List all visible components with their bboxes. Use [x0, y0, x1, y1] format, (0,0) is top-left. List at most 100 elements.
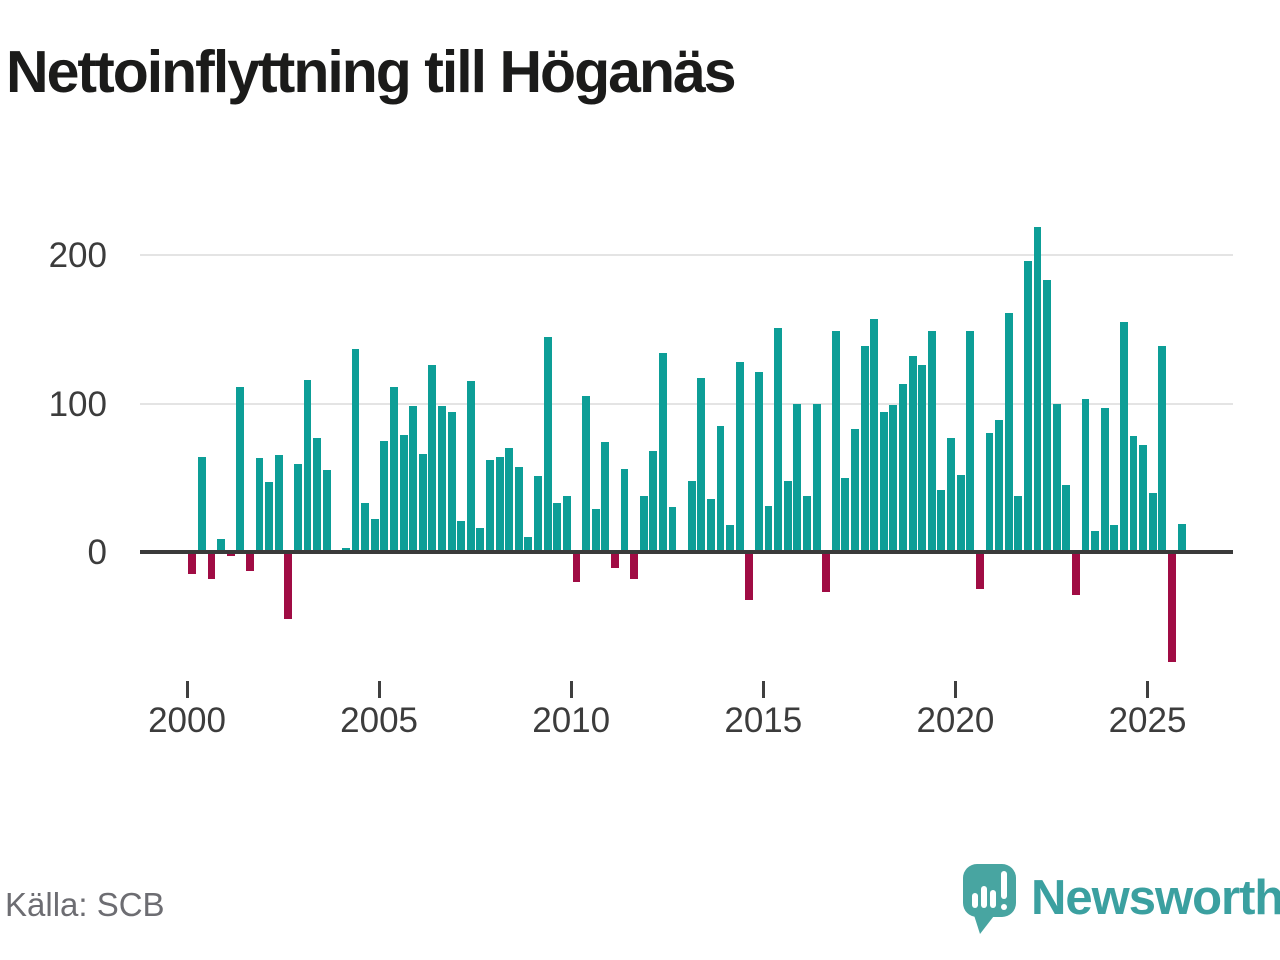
bar-quarter-93 — [1081, 399, 1090, 552]
logo-exclamation-icon — [1001, 871, 1007, 899]
bar-quarter-0 — [188, 552, 197, 575]
bar-quarter-34 — [514, 467, 523, 552]
logo-exclamation-dot-icon — [1001, 904, 1007, 910]
bar-quarter-74 — [899, 384, 907, 552]
bar-quarter-27 — [447, 412, 456, 552]
bar-quarter-49 — [658, 353, 667, 552]
bar-quarter-84 — [995, 419, 1003, 552]
bar-quarter-82 — [975, 552, 984, 590]
x-axis-tick — [569, 681, 573, 698]
bar-quarter-11 — [293, 464, 302, 552]
bar-quarter-69 — [851, 428, 859, 552]
logo-bubble-tail — [973, 912, 997, 934]
bar-quarter-83 — [985, 433, 994, 552]
y-axis-label: 100 — [48, 384, 107, 424]
bar-quarter-55 — [716, 425, 725, 552]
bar-quarter-44 — [610, 552, 619, 569]
bar-quarter-39 — [562, 495, 571, 552]
bar-quarter-13 — [313, 437, 322, 552]
bar-quarter-40 — [572, 552, 581, 582]
bar-quarter-72 — [879, 412, 888, 552]
bar-quarter-85 — [1004, 312, 1013, 552]
x-axis-label-2000: 2000 — [148, 701, 226, 740]
bar-quarter-88 — [1033, 226, 1042, 552]
bar-quarter-38 — [553, 502, 562, 552]
bar-quarter-61 — [774, 327, 783, 552]
x-axis-tick — [1146, 681, 1149, 698]
bar-quarter-46 — [630, 552, 639, 579]
bar-quarter-17 — [351, 348, 360, 552]
bar-quarter-57 — [735, 361, 744, 552]
logo-chart-bar-icon — [981, 886, 987, 908]
x-axis-label-2020: 2020 — [916, 701, 995, 740]
gridline-200 — [140, 254, 1233, 256]
bar-quarter-21 — [390, 387, 398, 552]
bar-quarter-45 — [620, 468, 629, 552]
bar-quarter-33 — [505, 448, 514, 552]
bar-quarter-86 — [1014, 495, 1023, 552]
bar-quarter-48 — [649, 451, 658, 552]
logo-chart-bar-icon — [990, 890, 996, 908]
bar-quarter-12 — [303, 379, 312, 552]
bar-quarter-73 — [889, 404, 898, 552]
bar-quarter-100 — [1148, 492, 1157, 552]
bar-quarter-75 — [908, 355, 917, 552]
x-axis-label-2015: 2015 — [724, 701, 803, 740]
bar-quarter-97 — [1119, 321, 1128, 552]
bar-quarter-64 — [803, 495, 811, 552]
newsworthy-bubble-icon — [963, 864, 1016, 917]
bar-quarter-37 — [543, 336, 552, 552]
x-axis-label-2005: 2005 — [340, 701, 419, 740]
bar-quarter-20 — [380, 440, 389, 552]
bar-quarter-18 — [361, 502, 370, 552]
bar-quarter-4 — [226, 552, 235, 557]
bar-quarter-78 — [937, 489, 946, 552]
bar-quarter-56 — [726, 525, 735, 552]
bar-quarter-9 — [274, 455, 283, 552]
newsworthy-logo: Newsworthy — [962, 862, 1280, 942]
bar-quarter-30 — [476, 528, 485, 552]
bar-quarter-68 — [841, 477, 850, 552]
bar-quarter-87 — [1023, 260, 1032, 552]
bar-quarter-31 — [486, 459, 494, 552]
bar-quarter-7 — [255, 458, 264, 552]
x-axis-tick — [761, 681, 765, 698]
bar-quarter-62 — [783, 480, 792, 552]
x-axis-label-2025: 2025 — [1108, 701, 1187, 740]
bar-quarter-99 — [1139, 445, 1148, 552]
bar-quarter-66 — [822, 552, 831, 593]
x-axis-label-2010: 2010 — [532, 701, 611, 740]
y-axis-label: 0 — [87, 533, 107, 572]
bar-quarter-23 — [409, 406, 418, 552]
bar-quarter-94 — [1091, 531, 1100, 552]
bar-quarter-102 — [1168, 552, 1176, 662]
bar-quarter-2 — [207, 552, 216, 579]
bar-quarter-92 — [1071, 552, 1080, 596]
bar-quarter-76 — [918, 364, 927, 552]
bar-quarter-25 — [428, 364, 437, 552]
bar-quarter-53 — [697, 378, 706, 552]
bar-quarter-47 — [639, 495, 648, 552]
chart-title: Nettoinflyttning till Höganäs — [6, 39, 737, 105]
brand-name: Newsworthy — [1031, 871, 1280, 925]
bar-quarter-65 — [812, 403, 821, 552]
bar-quarter-28 — [457, 520, 466, 552]
bar-quarter-8 — [265, 482, 274, 552]
bar-quarter-42 — [591, 508, 600, 552]
bar-quarter-29 — [466, 381, 475, 552]
bar-quarter-14 — [322, 470, 331, 552]
bar-quarter-70 — [860, 345, 869, 552]
bar-quarter-16 — [341, 547, 350, 552]
bar-quarter-54 — [706, 498, 715, 552]
bar-quarter-41 — [582, 396, 590, 552]
bar-quarter-71 — [870, 318, 879, 552]
x-axis-tick — [377, 681, 381, 698]
bar-quarter-81 — [966, 330, 975, 552]
bar-quarter-77 — [927, 330, 936, 552]
bar-quarter-1 — [197, 456, 206, 552]
logo-chart-bar-icon — [972, 893, 978, 908]
bar-quarter-6 — [245, 552, 254, 572]
gridline-100 — [140, 402, 1233, 405]
bar-quarter-50 — [668, 507, 677, 552]
